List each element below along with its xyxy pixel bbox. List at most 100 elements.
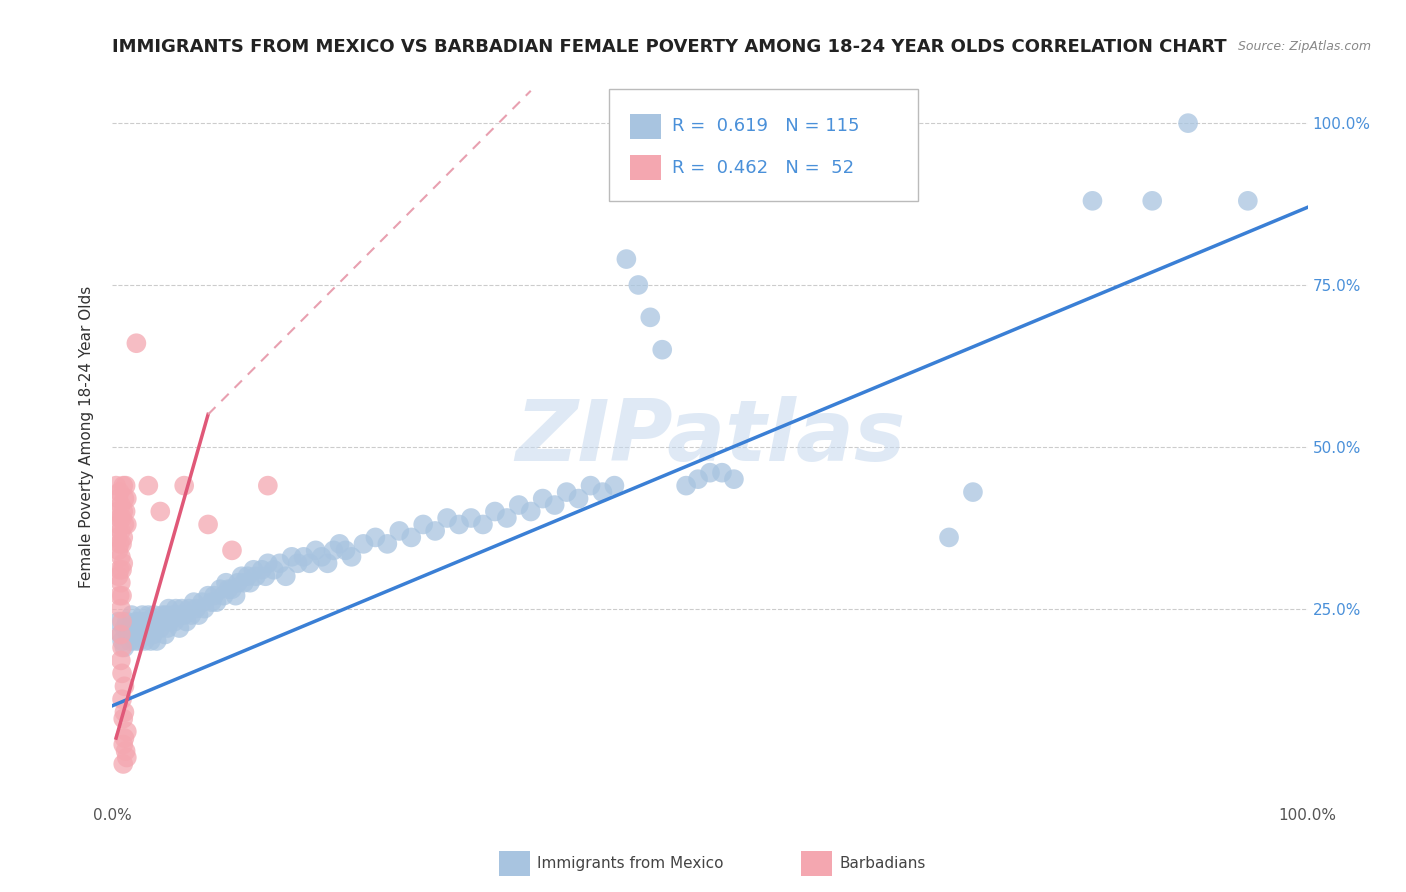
Point bbox=[221, 543, 243, 558]
Point bbox=[436, 511, 458, 525]
Point bbox=[107, 615, 129, 629]
Point bbox=[143, 608, 166, 623]
Point bbox=[187, 608, 209, 623]
Point bbox=[274, 569, 297, 583]
Point bbox=[616, 252, 638, 266]
Point bbox=[108, 563, 131, 577]
Point bbox=[108, 485, 131, 500]
Point bbox=[114, 731, 135, 745]
Point bbox=[484, 504, 506, 518]
Point bbox=[115, 750, 138, 764]
Point bbox=[257, 478, 280, 492]
Point bbox=[231, 569, 253, 583]
Point bbox=[132, 621, 155, 635]
Point bbox=[114, 504, 136, 518]
Point bbox=[298, 557, 321, 571]
Text: R =  0.462   N =  52: R = 0.462 N = 52 bbox=[672, 159, 855, 177]
Point bbox=[105, 478, 128, 492]
Point bbox=[117, 627, 139, 641]
Point bbox=[169, 621, 191, 635]
Point bbox=[329, 537, 352, 551]
Point bbox=[675, 478, 697, 492]
Point bbox=[531, 491, 554, 506]
Point bbox=[292, 549, 315, 564]
Point bbox=[627, 277, 650, 292]
Point bbox=[111, 634, 134, 648]
Point bbox=[139, 634, 162, 648]
Point bbox=[128, 621, 150, 635]
Point bbox=[105, 530, 128, 544]
Point bbox=[311, 549, 333, 564]
Point bbox=[269, 557, 291, 571]
Point bbox=[263, 563, 285, 577]
Point bbox=[149, 504, 172, 518]
Point bbox=[177, 601, 200, 615]
Point bbox=[111, 537, 134, 551]
Point bbox=[425, 524, 447, 538]
Point bbox=[120, 634, 142, 648]
Point bbox=[603, 478, 626, 492]
Text: R =  0.619   N = 115: R = 0.619 N = 115 bbox=[672, 118, 859, 136]
Point bbox=[191, 595, 214, 609]
Point bbox=[110, 653, 132, 667]
Point bbox=[145, 621, 167, 635]
Text: IMMIGRANTS FROM MEXICO VS BARBADIAN FEMALE POVERTY AMONG 18-24 YEAR OLDS CORRELA: IMMIGRANTS FROM MEXICO VS BARBADIAN FEMA… bbox=[112, 38, 1227, 56]
Point bbox=[112, 557, 135, 571]
Point bbox=[135, 615, 157, 629]
Point bbox=[110, 524, 132, 538]
Point bbox=[340, 549, 363, 564]
Point bbox=[146, 615, 169, 629]
Point bbox=[152, 608, 174, 623]
Point bbox=[938, 530, 960, 544]
Point bbox=[110, 549, 132, 564]
Point bbox=[162, 608, 183, 623]
Point bbox=[107, 543, 129, 558]
Point bbox=[651, 343, 673, 357]
Point bbox=[141, 615, 163, 629]
Point bbox=[245, 569, 267, 583]
Point bbox=[131, 608, 153, 623]
Point bbox=[568, 491, 591, 506]
Point bbox=[699, 466, 721, 480]
Point bbox=[114, 640, 135, 655]
Point bbox=[138, 478, 160, 492]
Point bbox=[183, 595, 205, 609]
Point bbox=[115, 724, 138, 739]
Point bbox=[173, 608, 195, 623]
Point bbox=[115, 491, 138, 506]
Point bbox=[129, 615, 152, 629]
Point bbox=[121, 627, 143, 641]
Point bbox=[322, 543, 344, 558]
Point bbox=[221, 582, 243, 597]
Point bbox=[155, 608, 177, 623]
Point bbox=[108, 537, 131, 551]
Point bbox=[281, 549, 304, 564]
Point bbox=[173, 478, 195, 492]
Point bbox=[202, 589, 225, 603]
Point bbox=[110, 601, 132, 615]
Point bbox=[1237, 194, 1260, 208]
Point bbox=[111, 511, 134, 525]
Point bbox=[110, 575, 132, 590]
Point bbox=[125, 615, 148, 629]
Point bbox=[122, 621, 145, 635]
Point bbox=[107, 517, 129, 532]
Point bbox=[114, 478, 136, 492]
Point bbox=[136, 627, 159, 641]
Point bbox=[111, 666, 134, 681]
Point bbox=[176, 615, 198, 629]
Point bbox=[287, 557, 309, 571]
Point bbox=[1142, 194, 1164, 208]
Point bbox=[225, 589, 247, 603]
Point bbox=[555, 485, 578, 500]
Point bbox=[520, 504, 543, 518]
Point bbox=[165, 601, 187, 615]
Point bbox=[108, 589, 131, 603]
Point bbox=[145, 634, 167, 648]
Point bbox=[157, 601, 180, 615]
Point bbox=[110, 498, 132, 512]
Point bbox=[257, 557, 280, 571]
Point bbox=[163, 615, 186, 629]
Point bbox=[335, 543, 357, 558]
Point bbox=[242, 563, 264, 577]
